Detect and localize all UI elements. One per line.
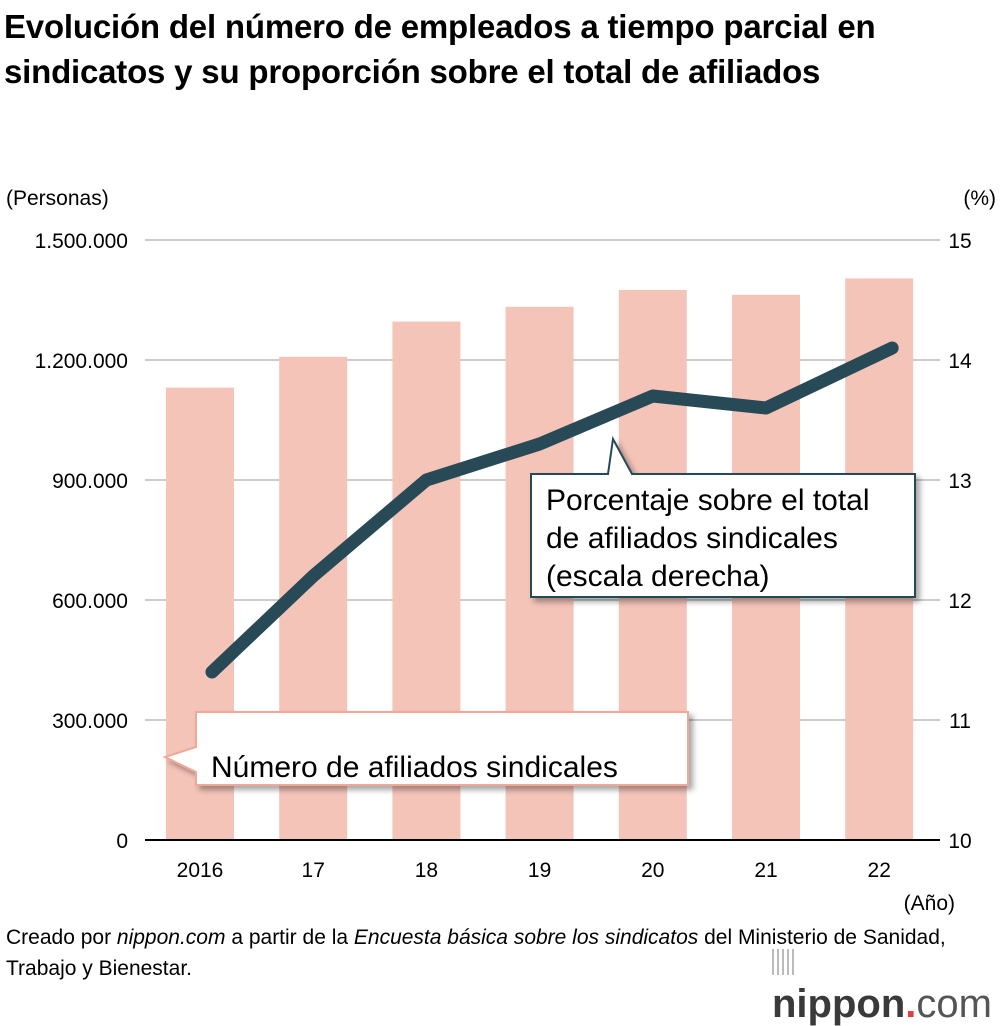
source-text-1: Creado por <box>6 926 117 949</box>
left-tick-label: 0 <box>116 830 128 853</box>
left-tick-label: 1.200.000 <box>35 350 128 373</box>
x-tick-label: 17 <box>302 859 325 882</box>
chart: (Año) 2016 17 18 19 20 21 22 0 300.000 600.000 900… <box>0 0 1000 984</box>
x-axis-title: (Año) <box>904 892 955 915</box>
x-tick-label: 22 <box>868 859 891 882</box>
left-tick-label: 600.000 <box>52 590 128 613</box>
nippon-logo: nippon.com <box>772 938 1000 1026</box>
logo-bars-icon <box>772 949 794 975</box>
right-tick-label: 15 <box>948 230 971 253</box>
line-legend-label: de afiliados sindicales <box>546 522 838 555</box>
right-tick-label: 14 <box>948 350 972 373</box>
source-site: nippon.com <box>117 926 226 949</box>
x-tick-label: 21 <box>754 859 777 882</box>
left-axis-title: (Personas) <box>6 187 109 210</box>
left-tick-label: 1.500.000 <box>35 230 128 253</box>
right-tick-label: 13 <box>948 470 971 493</box>
left-tick-label: 900.000 <box>52 470 128 493</box>
source-survey-title: Encuesta básica sobre los sindicatos <box>354 926 698 949</box>
x-tick-label: 18 <box>415 859 438 882</box>
right-tick-label: 10 <box>948 830 971 853</box>
right-axis-title: (%) <box>963 187 996 210</box>
left-tick-label: 300.000 <box>52 710 128 733</box>
x-tick-label: 20 <box>641 859 664 882</box>
line-legend-label: (escala derecha) <box>546 560 769 593</box>
right-tick-label: 11 <box>949 710 971 733</box>
source-text-2: a partir de la <box>225 926 353 949</box>
line-legend-label: Porcentaje sobre el total <box>546 484 870 517</box>
logo-tld: com <box>916 982 992 1026</box>
logo-name: nippon <box>772 982 905 1026</box>
x-tick-label: 19 <box>528 859 551 882</box>
bar-legend-label: Número de afiliados sindicales <box>211 751 618 784</box>
x-tick-label: 2016 <box>177 859 224 882</box>
right-tick-label: 12 <box>948 590 971 613</box>
logo-dot: . <box>905 982 916 1026</box>
